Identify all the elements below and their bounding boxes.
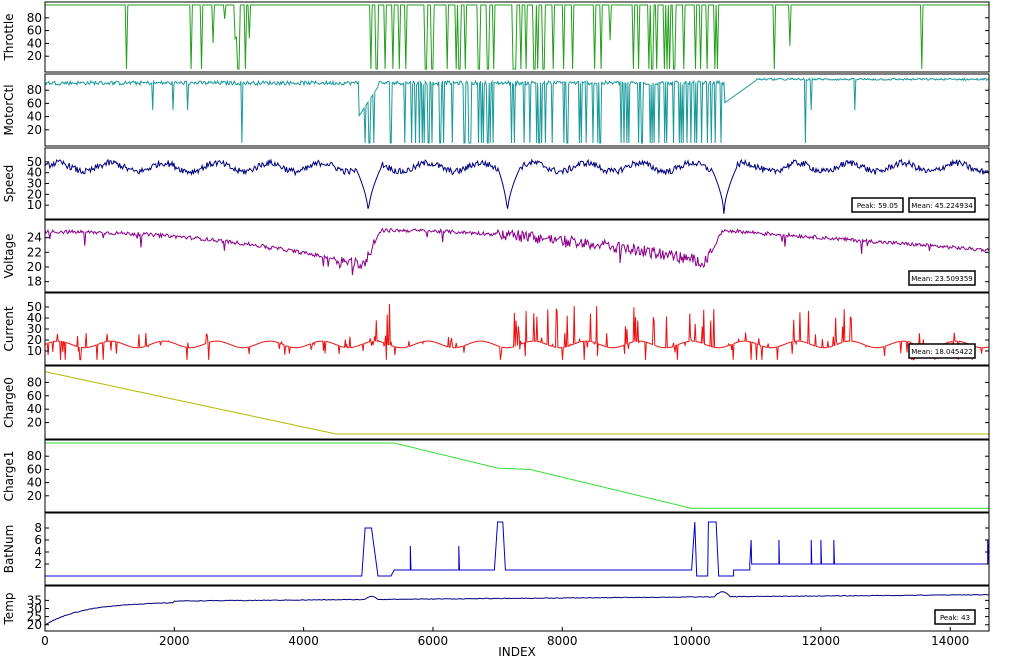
y-tick-label-voltage: 20 [27, 260, 42, 274]
y-tick-label-voltage: 18 [27, 275, 42, 289]
series-line-batnum [45, 521, 989, 577]
series-line-throttle [45, 4, 989, 70]
y-axis-label-current: Current [2, 306, 16, 351]
y-tick-label-current: 50 [27, 300, 42, 314]
panel-frame-throttle [44, 1, 990, 73]
series-line-charge1 [45, 442, 989, 509]
chart-panels: 20406080Throttle20406080MotorCtl10203040… [2, 1, 990, 632]
y-axis-label-speed: Speed [2, 165, 16, 203]
y-axis-label-motorctl: MotorCtl [2, 84, 16, 135]
y-tick-label-charge1: 20 [27, 489, 42, 503]
panel-frame-voltage [44, 219, 990, 293]
y-axis-label-voltage: Voltage [2, 233, 16, 278]
y-axis-label-batnum: BatNum [2, 525, 16, 574]
annotation-text-speed: Mean: 45.224934 [911, 202, 973, 210]
y-tick-label-temp: 25 [27, 610, 42, 624]
x-axis-label: INDEX [498, 645, 536, 659]
annotation-text-current: Mean: 18.045422 [911, 348, 973, 356]
y-tick-label-throttle: 20 [27, 49, 42, 63]
x-tick-label: 10000 [672, 634, 710, 648]
series-line-current [45, 303, 989, 361]
annotation-text-speed: Peak: 59.05 [857, 202, 898, 210]
y-tick-label-charge1: 80 [27, 449, 42, 463]
series-line-voltage [45, 227, 989, 276]
panel-frame-speed [44, 147, 990, 220]
y-tick-label-motorctl: 40 [27, 110, 42, 124]
panel-frame-batnum [44, 512, 990, 586]
y-tick-label-voltage: 24 [27, 231, 42, 245]
y-tick-label-speed: 40 [27, 166, 42, 180]
y-tick-label-speed: 10 [27, 198, 42, 212]
y-tick-label-batnum: 6 [34, 533, 42, 547]
y-axis-label-throttle: Throttle [2, 13, 16, 61]
x-tick-label: 2000 [159, 634, 190, 648]
y-tick-label-charge0: 40 [27, 402, 42, 416]
y-tick-label-current: 20 [27, 333, 42, 347]
annotation-box-temp [934, 609, 976, 625]
series-line-charge0 [45, 371, 989, 435]
panel-frame-motorctl [44, 73, 990, 147]
x-tick-label: 6000 [418, 634, 449, 648]
y-tick-label-throttle: 80 [27, 11, 42, 25]
x-tick-label: 14000 [931, 634, 969, 648]
y-tick-label-charge0: 80 [27, 375, 42, 389]
y-tick-label-temp: 30 [27, 602, 42, 616]
y-tick-label-batnum: 2 [34, 557, 42, 571]
y-tick-label-speed: 20 [27, 187, 42, 201]
y-axis-label-charge1: Charge1 [2, 451, 16, 502]
y-tick-label-current: 30 [27, 322, 42, 336]
y-tick-label-speed: 30 [27, 177, 42, 191]
series-line-temp [45, 591, 989, 626]
annotation-text-voltage: Mean: 23.509359 [911, 275, 973, 283]
y-tick-label-charge0: 60 [27, 389, 42, 403]
panel-frame-charge1 [44, 439, 990, 513]
y-tick-label-throttle: 40 [27, 36, 42, 50]
x-tick-label: 0 [41, 634, 49, 648]
y-axis-label-temp: Temp [2, 593, 16, 626]
y-axis-label-charge0: Charge0 [2, 377, 16, 428]
y-tick-label-voltage: 22 [27, 245, 42, 259]
x-tick-label: 8000 [547, 634, 578, 648]
annotation-box-current [908, 343, 976, 359]
y-tick-label-charge1: 40 [27, 476, 42, 490]
annotation-box-speed [908, 197, 976, 213]
panel-frame-temp [44, 585, 990, 632]
y-tick-label-batnum: 4 [34, 545, 42, 559]
y-tick-label-motorctl: 80 [27, 83, 42, 97]
series-line-motorctl [45, 77, 989, 144]
y-tick-label-charge1: 60 [27, 462, 42, 476]
series-line-speed [45, 158, 989, 214]
y-tick-label-throttle: 60 [27, 24, 42, 38]
y-tick-label-motorctl: 20 [27, 123, 42, 137]
y-tick-label-batnum: 8 [34, 521, 42, 535]
annotation-box-voltage [908, 270, 976, 286]
y-tick-label-temp: 20 [27, 618, 42, 632]
y-tick-label-temp: 35 [27, 593, 42, 607]
y-tick-label-current: 10 [27, 344, 42, 358]
y-tick-label-charge0: 20 [27, 416, 42, 430]
annotation-box-speed [851, 197, 904, 213]
x-tick-label: 4000 [288, 634, 319, 648]
annotation-text-temp: Peak: 43 [940, 614, 970, 622]
x-tick-label: 12000 [802, 634, 840, 648]
y-tick-label-motorctl: 60 [27, 96, 42, 110]
panel-frame-charge0 [44, 365, 990, 440]
x-axis: 0 2000 4000 6000 8000 10000 12000 14000 [41, 627, 969, 648]
y-tick-label-speed: 50 [27, 155, 42, 169]
y-tick-label-current: 40 [27, 311, 42, 325]
